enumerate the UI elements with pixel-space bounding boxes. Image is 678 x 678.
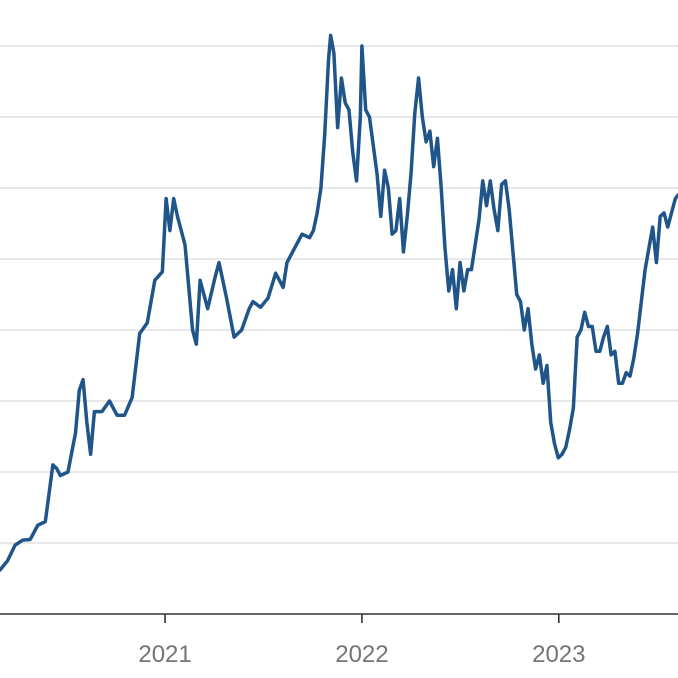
series-layer	[0, 33, 678, 572]
x-axis-ticks: 2021 2022 2023	[138, 614, 585, 668]
series-line-1	[0, 33, 678, 572]
x-tick-label-2022: 2022	[335, 641, 388, 668]
x-tick-label-2023: 2023	[532, 641, 585, 668]
x-tick-label-2021: 2021	[138, 641, 191, 668]
gridlines	[0, 45, 678, 544]
